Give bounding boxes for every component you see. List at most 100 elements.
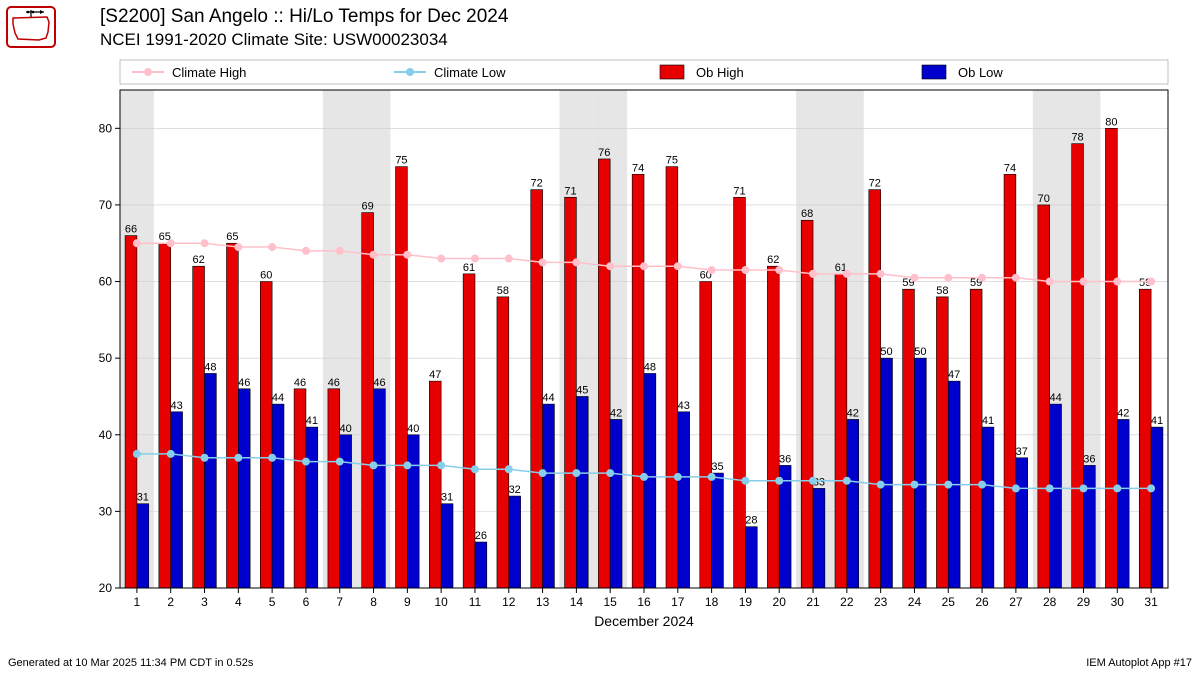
bar-label: 32 <box>509 484 521 496</box>
title-line-2: NCEI 1991-2020 Climate Site: USW00023034 <box>100 30 508 50</box>
bar-label: 72 <box>869 178 881 190</box>
svg-text:18: 18 <box>705 595 719 609</box>
svg-text:26: 26 <box>975 595 989 609</box>
bar-label: 62 <box>192 254 204 266</box>
bar-label: 61 <box>463 262 475 274</box>
bar-label: 26 <box>475 530 487 542</box>
bar-label: 50 <box>914 346 926 358</box>
bar-label: 68 <box>801 208 813 220</box>
svg-text:23: 23 <box>874 595 888 609</box>
bar-label: 75 <box>395 155 407 167</box>
bar-label: 35 <box>711 461 723 473</box>
svg-text:2: 2 <box>167 595 174 609</box>
bar-label: 40 <box>407 423 419 435</box>
svg-text:15: 15 <box>604 595 618 609</box>
svg-text:60: 60 <box>99 275 113 289</box>
bar-label: 66 <box>125 224 137 236</box>
bar-label: 71 <box>733 185 745 197</box>
svg-text:19: 19 <box>739 595 753 609</box>
bar-label: 36 <box>1083 453 1095 465</box>
bar-label: 69 <box>362 201 374 213</box>
bar-label: 65 <box>226 231 238 243</box>
svg-text:10: 10 <box>434 595 448 609</box>
bar-label: 47 <box>948 369 960 381</box>
footer-app: IEM Autoplot App #17 <box>1086 657 1192 669</box>
bar-label: 60 <box>260 270 272 282</box>
bar-label: 48 <box>204 361 216 373</box>
svg-text:30: 30 <box>1111 595 1125 609</box>
legend-label: Ob High <box>696 65 744 80</box>
iem-logo <box>6 6 56 48</box>
bar-label: 44 <box>542 392 554 404</box>
bar-label: 50 <box>880 346 892 358</box>
svg-text:70: 70 <box>99 198 113 212</box>
bar-label: 72 <box>531 178 543 190</box>
svg-text:3: 3 <box>201 595 208 609</box>
bar-label: 76 <box>598 147 610 159</box>
bar-label: 75 <box>666 155 678 167</box>
bar-label: 44 <box>272 392 284 404</box>
bar-label: 48 <box>644 361 656 373</box>
svg-text:80: 80 <box>99 121 113 135</box>
bar-label: 46 <box>373 377 385 389</box>
bar-label: 41 <box>982 415 994 427</box>
legend-label: Ob Low <box>958 65 1003 80</box>
bar-label: 31 <box>137 492 149 504</box>
svg-text:20: 20 <box>773 595 787 609</box>
legend-label: Climate High <box>172 65 246 80</box>
bar-label: 44 <box>1049 392 1061 404</box>
svg-text:50: 50 <box>99 351 113 365</box>
svg-text:8: 8 <box>370 595 377 609</box>
bar-label: 31 <box>441 492 453 504</box>
svg-text:9: 9 <box>404 595 411 609</box>
bar-label: 42 <box>847 407 859 419</box>
bar-label: 46 <box>294 377 306 389</box>
svg-text:31: 31 <box>1144 595 1158 609</box>
temperature-chart: 6631654362486546604446414640694675404731… <box>90 58 1178 638</box>
bar-label: 42 <box>1117 407 1129 419</box>
legend-box <box>120 60 1168 84</box>
title-block: [S2200] San Angelo :: Hi/Lo Temps for De… <box>100 6 508 50</box>
bar-label: 74 <box>632 162 644 174</box>
svg-text:6: 6 <box>303 595 310 609</box>
svg-text:13: 13 <box>536 595 550 609</box>
svg-text:21: 21 <box>806 595 820 609</box>
bar-label: 58 <box>936 285 948 297</box>
bar-label: 71 <box>564 185 576 197</box>
footer-generated: Generated at 10 Mar 2025 11:34 PM CDT in… <box>8 657 253 669</box>
bar-label: 78 <box>1071 132 1083 144</box>
svg-text:5: 5 <box>269 595 276 609</box>
bar-label: 74 <box>1004 162 1016 174</box>
bar-label: 80 <box>1105 116 1117 128</box>
bar-label: 62 <box>767 254 779 266</box>
title-line-1: [S2200] San Angelo :: Hi/Lo Temps for De… <box>100 6 508 28</box>
bar-label: 47 <box>429 369 441 381</box>
svg-text:12: 12 <box>502 595 516 609</box>
svg-text:11: 11 <box>469 595 482 609</box>
svg-text:28: 28 <box>1043 595 1057 609</box>
svg-text:22: 22 <box>840 595 854 609</box>
x-axis-label: December 2024 <box>594 613 694 629</box>
svg-text:4: 4 <box>235 595 242 609</box>
svg-text:29: 29 <box>1077 595 1091 609</box>
svg-text:1: 1 <box>134 595 141 609</box>
bar-label: 58 <box>497 285 509 297</box>
svg-text:16: 16 <box>637 595 651 609</box>
bar-label: 36 <box>779 453 791 465</box>
bar-label: 40 <box>340 423 352 435</box>
bar-label: 43 <box>171 400 183 412</box>
svg-text:17: 17 <box>671 595 685 609</box>
svg-text:40: 40 <box>99 428 113 442</box>
bar-label: 41 <box>306 415 318 427</box>
svg-text:7: 7 <box>336 595 343 609</box>
bar-label: 43 <box>678 400 690 412</box>
svg-text:30: 30 <box>99 504 113 518</box>
svg-text:24: 24 <box>908 595 922 609</box>
svg-text:25: 25 <box>942 595 956 609</box>
bar-label: 46 <box>238 377 250 389</box>
svg-text:20: 20 <box>99 581 113 595</box>
bar-label: 45 <box>576 384 588 396</box>
bar-label: 42 <box>610 407 622 419</box>
bar-label: 41 <box>1151 415 1163 427</box>
svg-text:27: 27 <box>1009 595 1023 609</box>
